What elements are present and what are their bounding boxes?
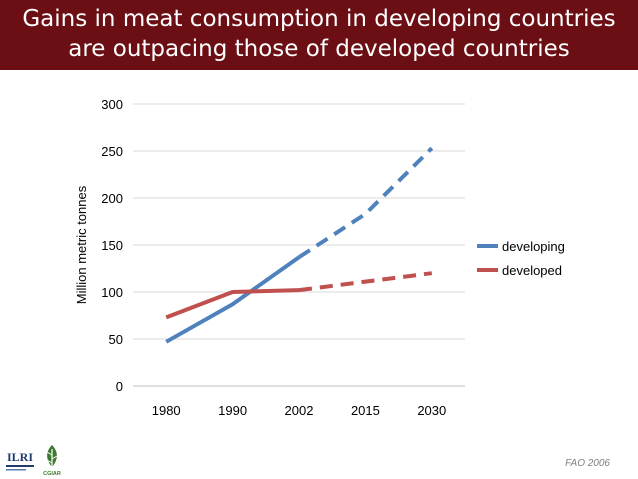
- data-series: [165, 146, 434, 344]
- slide-title-line-1: Gains in meat consumption in developing …: [22, 6, 616, 32]
- y-tick-label: 50: [109, 332, 123, 347]
- y-tick-label: 100: [101, 285, 123, 300]
- x-tick-label: 2002: [285, 403, 314, 418]
- x-tick-label: 1990: [218, 403, 247, 418]
- y-tick-label: 250: [101, 144, 123, 159]
- x-tick-labels: 1980 1990 2002 2015 2030: [152, 403, 447, 418]
- series-line-developed-projected: [298, 271, 433, 293]
- series-line-developed-historical: [165, 288, 300, 320]
- y-tick-label: 300: [101, 97, 123, 112]
- ilri-logo: ILRI: [4, 443, 36, 475]
- x-tick-label: 1980: [152, 403, 181, 418]
- cgiar-logo: CGIAR: [43, 445, 61, 477]
- x-tick-label: 2030: [417, 403, 446, 418]
- y-tick-label: 150: [101, 238, 123, 253]
- y-tick-labels: 0 50 100 150 200 250 300: [101, 97, 123, 394]
- legend: developing developed: [477, 239, 565, 278]
- source-note: FAO 2006: [565, 458, 610, 469]
- y-tick-label: 200: [101, 191, 123, 206]
- ilri-logo-text: ILRI: [7, 450, 33, 464]
- series-line-developing-projected: [297, 146, 434, 259]
- gridlines: [133, 103, 465, 387]
- cgiar-logo-text: CGIAR: [43, 471, 61, 477]
- x-tick-label: 2015: [351, 403, 380, 418]
- series-line-developing-historical: [165, 255, 301, 344]
- slide-title-bar: Gains in meat consumption in developing …: [0, 0, 638, 70]
- legend-label-developing: developing: [502, 239, 565, 254]
- slide-title-line-2: are outpacing those of developed countri…: [68, 36, 570, 62]
- y-tick-label: 0: [116, 379, 123, 394]
- y-axis-label: Million metric tonnes: [74, 185, 89, 304]
- legend-label-developed: developed: [502, 263, 562, 278]
